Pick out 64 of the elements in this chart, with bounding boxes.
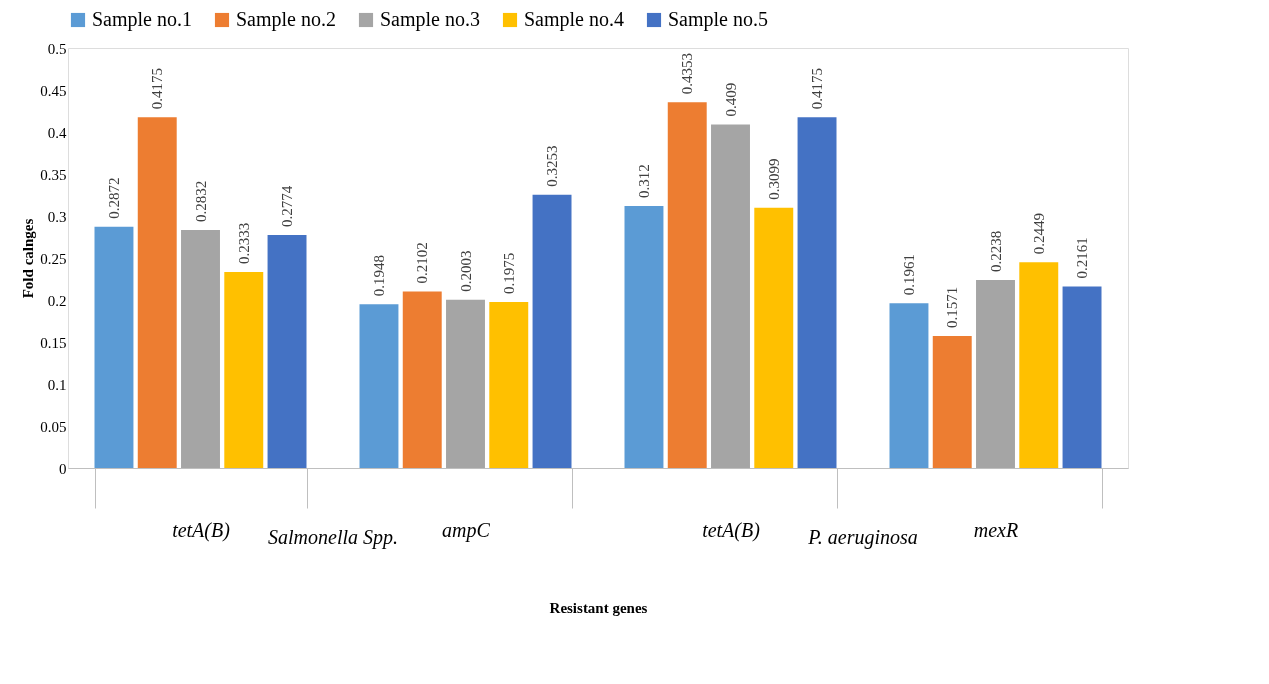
x-tick-label: mexR: [973, 518, 1019, 541]
data-label: 0.2832: [192, 180, 209, 223]
bar: [532, 194, 572, 468]
legend-label: Sample no.4: [524, 8, 624, 31]
data-label: 0.2872: [105, 177, 122, 219]
data-label: 0.2102: [414, 242, 431, 284]
data-label: 0.2003: [457, 250, 474, 292]
data-label: 0.2161: [1074, 237, 1091, 279]
bar: [267, 234, 307, 468]
text: Salmonella Spp.: [268, 526, 398, 549]
bar: [1019, 262, 1059, 468]
bar: [797, 117, 837, 468]
data-label: 0.2238: [987, 230, 1004, 273]
data-label: 0.4175: [149, 68, 166, 110]
bar: [359, 304, 399, 468]
y-tick-label: 0.2: [47, 292, 67, 309]
data-label: 0.409: [722, 82, 739, 117]
data-label: 0.2774: [279, 185, 296, 227]
y-tick-label: 0.15: [40, 334, 67, 351]
x-tick-label: tetA(B): [172, 518, 231, 542]
x-axis-title: Resistant genes: [549, 599, 648, 616]
y-tick-label: 0: [59, 460, 67, 477]
y-axis-title: Fold calnges: [20, 218, 37, 299]
y-tick-label: 0.25: [40, 250, 67, 267]
text: P. aeruginosa: [807, 526, 918, 549]
y-tick-label: 0.4: [47, 124, 67, 141]
legend-label: Sample no.5: [668, 8, 768, 31]
data-label: 0.3253: [544, 145, 561, 187]
bar: [94, 226, 134, 468]
data-label: 0.2449: [1030, 213, 1047, 255]
x-tick-label: ampC: [442, 518, 491, 542]
data-label: 0.1975: [500, 252, 517, 295]
data-label: 0.4175: [809, 68, 826, 110]
bar: [489, 302, 529, 468]
y-tick-label: 0.45: [40, 82, 67, 99]
bar: [137, 117, 177, 468]
y-tick-label: 0.05: [40, 418, 67, 435]
legend-label: Sample no.1: [92, 8, 192, 31]
data-label: 0.4353: [679, 53, 696, 95]
data-label: 0.312: [635, 164, 652, 198]
bar: [1062, 286, 1102, 468]
bar: [711, 124, 750, 468]
data-label: 0.1571: [944, 286, 961, 329]
data-label: 0.1948: [370, 255, 387, 297]
data-label: 0.3099: [765, 158, 782, 200]
bar: [224, 272, 264, 468]
data-label: 0.1961: [900, 254, 917, 296]
bar: [889, 303, 929, 468]
bar: [976, 280, 1015, 468]
data-label: 0.2333: [235, 222, 252, 265]
bar: [754, 207, 794, 468]
x-tick-label: tetA(B): [702, 518, 761, 542]
bar: [932, 336, 972, 468]
bar: [624, 205, 664, 468]
y-tick-label: 0.3: [47, 208, 67, 225]
bar: [446, 299, 485, 468]
bar: [402, 291, 442, 468]
legend-label: Sample no.2: [236, 8, 336, 31]
y-tick-label: 0.35: [40, 166, 67, 183]
bar: [181, 230, 220, 468]
legend-label: Sample no.3: [380, 8, 480, 31]
y-tick-label: 0.1: [47, 376, 67, 393]
y-tick-label: 0.5: [47, 40, 67, 57]
bar: [667, 102, 707, 468]
